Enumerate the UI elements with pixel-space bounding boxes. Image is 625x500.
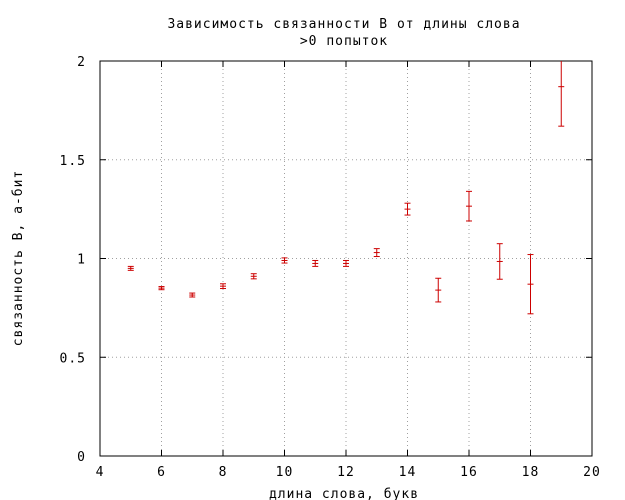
data-point <box>220 283 226 290</box>
y-axis-label: связанность B, а-бит <box>11 170 26 347</box>
data-point <box>496 243 503 280</box>
x-tick-label: 18 <box>522 465 540 480</box>
y-tick-label: 2 <box>77 55 86 70</box>
y-tick-label: 1.5 <box>60 154 86 169</box>
x-tick-label: 12 <box>337 465 355 480</box>
y-axis-ticks: 0 0.5 1 1.5 2 <box>60 55 592 465</box>
x-tick-label: 20 <box>583 465 601 480</box>
y-tick-label: 1 <box>77 253 86 268</box>
data-point <box>189 292 196 298</box>
data-point <box>527 254 534 315</box>
data-point <box>158 286 165 291</box>
x-axis-ticks: 4 6 8 10 12 14 16 18 20 <box>96 61 601 480</box>
y-tick-label: 0 <box>77 450 86 465</box>
data-points <box>127 61 565 315</box>
data-point <box>343 259 349 267</box>
x-axis-label: длина слова, букв <box>269 487 419 500</box>
x-tick-label: 10 <box>276 465 294 480</box>
x-tick-label: 16 <box>460 465 478 480</box>
y-tick-label: 0.5 <box>60 351 86 366</box>
plot-border <box>99 60 593 457</box>
data-point <box>250 273 257 280</box>
data-point <box>373 248 380 258</box>
data-point <box>312 259 319 267</box>
x-tick-label: 6 <box>157 465 166 480</box>
data-point <box>127 265 134 271</box>
data-point <box>558 61 565 127</box>
plot-frame <box>99 60 593 457</box>
x-tick-label: 4 <box>96 465 105 480</box>
x-tick-label: 8 <box>219 465 228 480</box>
data-point <box>281 257 288 264</box>
x-tick-label: 14 <box>399 465 417 480</box>
grid <box>100 61 592 456</box>
data-point <box>435 277 442 303</box>
chart-subtitle: >0 попыток <box>300 34 388 49</box>
chart-title: Зависимость связанности B от длины слова <box>167 17 520 32</box>
data-point <box>404 202 411 216</box>
data-point <box>466 190 472 222</box>
